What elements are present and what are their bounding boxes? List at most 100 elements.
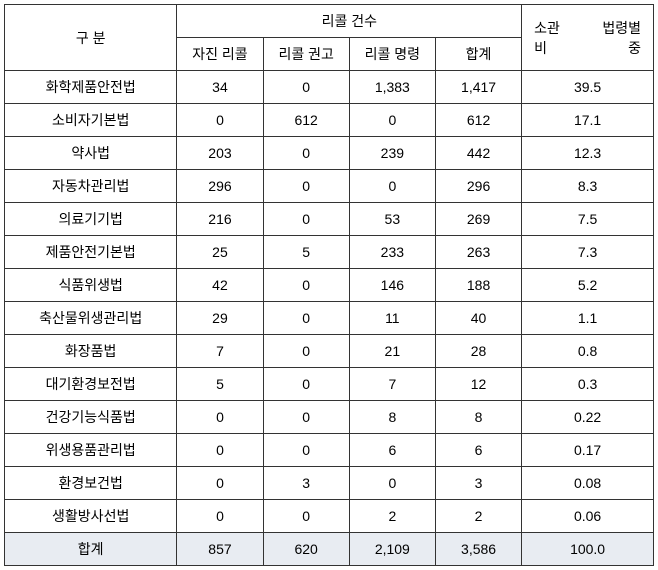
cell-order: 21 [349, 335, 435, 368]
cell-weight: 7.5 [522, 203, 654, 236]
cell-advisory: 0 [263, 335, 349, 368]
cell-category: 제품안전기본법 [5, 236, 177, 269]
table-row: 의료기기법2160532697.5 [5, 203, 654, 236]
cell-total-order: 2,109 [349, 533, 435, 566]
cell-subtotal: 40 [435, 302, 521, 335]
cell-voluntary: 0 [177, 104, 263, 137]
recall-statistics-table: 구 분 리콜 건수 소관 법령별 비 중 자진 리콜 리콜 권고 리콜 명령 합… [4, 4, 654, 566]
cell-category: 화장품법 [5, 335, 177, 368]
cell-voluntary: 0 [177, 434, 263, 467]
cell-advisory: 0 [263, 401, 349, 434]
cell-order: 0 [349, 104, 435, 137]
cell-voluntary: 25 [177, 236, 263, 269]
cell-category: 대기환경보전법 [5, 368, 177, 401]
cell-subtotal: 263 [435, 236, 521, 269]
cell-subtotal: 296 [435, 170, 521, 203]
table-row: 대기환경보전법507120.3 [5, 368, 654, 401]
cell-category: 위생용품관리법 [5, 434, 177, 467]
cell-weight: 8.3 [522, 170, 654, 203]
table-body: 화학제품안전법3401,3831,41739.5소비자기본법0612061217… [5, 71, 654, 566]
cell-advisory: 0 [263, 434, 349, 467]
cell-category: 건강기능식품법 [5, 401, 177, 434]
table-row: 화장품법7021280.8 [5, 335, 654, 368]
cell-weight: 0.8 [522, 335, 654, 368]
cell-weight: 0.3 [522, 368, 654, 401]
cell-order: 239 [349, 137, 435, 170]
table-row: 소비자기본법0612061217.1 [5, 104, 654, 137]
cell-subtotal: 1,417 [435, 71, 521, 104]
table-row: 축산물위생관리법29011401.1 [5, 302, 654, 335]
cell-order: 2 [349, 500, 435, 533]
table-row: 약사법203023944212.3 [5, 137, 654, 170]
cell-weight: 0.06 [522, 500, 654, 533]
cell-weight: 7.3 [522, 236, 654, 269]
cell-subtotal: 28 [435, 335, 521, 368]
cell-advisory: 0 [263, 302, 349, 335]
table-row: 식품위생법4201461885.2 [5, 269, 654, 302]
cell-total-label: 합계 [5, 533, 177, 566]
cell-voluntary: 216 [177, 203, 263, 236]
cell-subtotal: 3 [435, 467, 521, 500]
cell-category: 자동차관리법 [5, 170, 177, 203]
header-weight-bottom: 비 중 [526, 38, 649, 58]
cell-total-subtotal: 3,586 [435, 533, 521, 566]
cell-subtotal: 8 [435, 401, 521, 434]
cell-total-weight: 100.0 [522, 533, 654, 566]
cell-advisory: 0 [263, 269, 349, 302]
cell-order: 1,383 [349, 71, 435, 104]
cell-advisory: 0 [263, 500, 349, 533]
cell-weight: 0.22 [522, 401, 654, 434]
cell-advisory: 5 [263, 236, 349, 269]
cell-advisory: 0 [263, 71, 349, 104]
cell-voluntary: 296 [177, 170, 263, 203]
cell-total-voluntary: 857 [177, 533, 263, 566]
cell-weight: 1.1 [522, 302, 654, 335]
cell-voluntary: 0 [177, 467, 263, 500]
cell-category: 의료기기법 [5, 203, 177, 236]
cell-advisory: 0 [263, 368, 349, 401]
cell-subtotal: 188 [435, 269, 521, 302]
header-advisory: 리콜 권고 [263, 38, 349, 71]
cell-advisory: 0 [263, 203, 349, 236]
cell-weight: 39.5 [522, 71, 654, 104]
cell-voluntary: 7 [177, 335, 263, 368]
cell-order: 11 [349, 302, 435, 335]
header-recall-count-label: 리콜 건수 [322, 13, 377, 29]
table-row: 위생용품관리법00660.17 [5, 434, 654, 467]
header-weight: 소관 법령별 비 중 [522, 5, 654, 71]
table-row-total: 합계8576202,1093,586100.0 [5, 533, 654, 566]
cell-subtotal: 2 [435, 500, 521, 533]
cell-voluntary: 34 [177, 71, 263, 104]
table-row: 제품안전기본법2552332637.3 [5, 236, 654, 269]
cell-voluntary: 42 [177, 269, 263, 302]
table-row: 환경보건법03030.08 [5, 467, 654, 500]
cell-weight: 0.17 [522, 434, 654, 467]
cell-order: 8 [349, 401, 435, 434]
cell-advisory: 612 [263, 104, 349, 137]
cell-order: 7 [349, 368, 435, 401]
header-voluntary: 자진 리콜 [177, 38, 263, 71]
cell-order: 233 [349, 236, 435, 269]
cell-voluntary: 29 [177, 302, 263, 335]
cell-advisory: 0 [263, 170, 349, 203]
header-order: 리콜 명령 [349, 38, 435, 71]
cell-category: 환경보건법 [5, 467, 177, 500]
table-header: 구 분 리콜 건수 소관 법령별 비 중 자진 리콜 리콜 권고 리콜 명령 합… [5, 5, 654, 71]
header-category: 구 분 [5, 5, 177, 71]
cell-category: 화학제품안전법 [5, 71, 177, 104]
cell-category: 축산물위생관리법 [5, 302, 177, 335]
cell-weight: 0.08 [522, 467, 654, 500]
cell-category: 소비자기본법 [5, 104, 177, 137]
cell-voluntary: 0 [177, 401, 263, 434]
cell-subtotal: 12 [435, 368, 521, 401]
cell-subtotal: 269 [435, 203, 521, 236]
table-row: 건강기능식품법00880.22 [5, 401, 654, 434]
table-row: 생활방사선법00220.06 [5, 500, 654, 533]
header-weight-top: 소관 법령별 [526, 18, 649, 38]
cell-order: 146 [349, 269, 435, 302]
cell-voluntary: 203 [177, 137, 263, 170]
header-subtotal: 합계 [435, 38, 521, 71]
cell-advisory: 0 [263, 137, 349, 170]
cell-order: 53 [349, 203, 435, 236]
cell-subtotal: 612 [435, 104, 521, 137]
